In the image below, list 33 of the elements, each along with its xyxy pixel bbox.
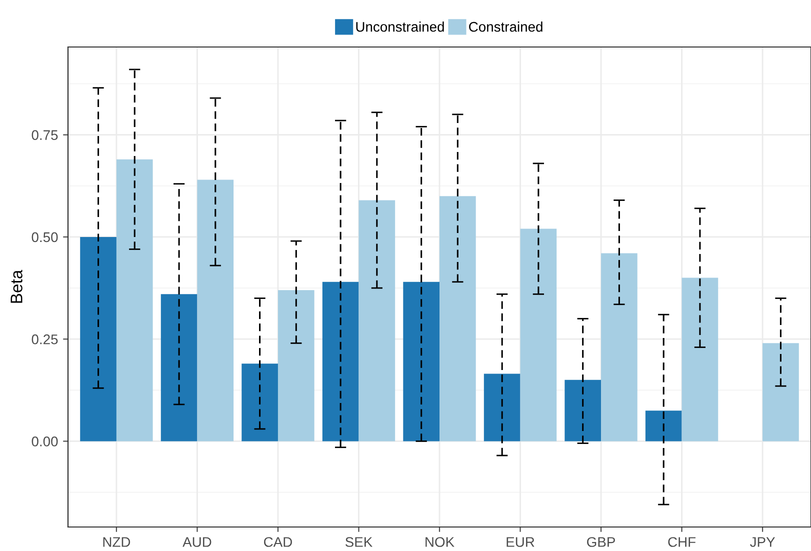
bar [322,282,359,442]
x-tick-label: CHF [668,537,696,547]
y-tick-label: 0.25 [32,334,58,344]
bar [403,282,440,442]
legend-label: Constrained [469,22,542,32]
x-tick-label: NZD [103,537,130,547]
y-tick-label: 0.50 [32,232,58,242]
bar [645,410,682,442]
y-tick-label: 0.75 [32,130,58,140]
bar [160,294,198,442]
bar [116,159,153,442]
bar [564,380,602,442]
bar [440,196,476,442]
bar [601,253,638,442]
bar [682,278,718,442]
bar [278,290,314,442]
bar [484,374,520,442]
bar [520,228,557,442]
bar [197,180,234,442]
x-tick-label: EUR [506,537,534,547]
bar [762,343,799,442]
bar [80,236,116,442]
bar [358,200,396,442]
x-tick-label: JPY [750,537,775,547]
y-tick-label: 0.00 [32,436,58,446]
x-tick-label: GBP [587,537,615,547]
bar [242,364,278,442]
legend-label: Unconstrained [356,22,444,32]
x-tick-label: AUD [182,537,212,547]
x-tick-label: CAD [264,537,292,547]
y-axis-title: Beta [10,270,22,303]
x-tick-label: NOK [426,537,454,547]
x-tick-label: SEK [345,537,372,547]
